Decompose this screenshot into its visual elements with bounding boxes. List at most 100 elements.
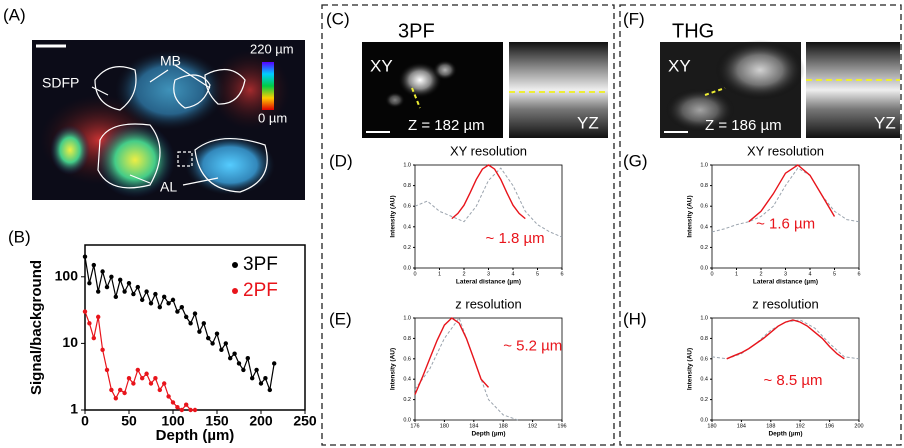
data-point xyxy=(166,394,171,399)
data-point xyxy=(144,289,149,294)
data-point xyxy=(267,387,272,393)
yz-image xyxy=(806,42,900,138)
x-tick-label: 6 xyxy=(560,271,563,277)
data-point xyxy=(87,281,92,286)
data-point xyxy=(96,314,101,320)
series-line xyxy=(414,167,563,238)
data-point xyxy=(223,341,228,346)
y-axis-label: Intensity (AU) xyxy=(687,195,694,237)
x-tick-label: 100 xyxy=(161,413,185,429)
x-tick-label: 188 xyxy=(499,423,508,429)
y-tick-label: 1 xyxy=(70,401,78,417)
y-tick-label: 0.2 xyxy=(403,245,411,251)
series-line xyxy=(726,319,845,360)
y-tick-label: 1.0 xyxy=(403,162,411,168)
y-tick-label: 0.4 xyxy=(403,377,411,383)
y-tick-label: 10 xyxy=(62,334,78,350)
data-point xyxy=(153,376,158,381)
x-tick-label: 184 xyxy=(469,423,478,429)
y-axis-label: Intensity (AU) xyxy=(687,348,694,390)
legend-marker xyxy=(232,262,238,268)
x-tick-label: 0 xyxy=(710,271,713,277)
data-point xyxy=(192,311,198,316)
data-point xyxy=(272,361,277,366)
data-point xyxy=(258,381,264,386)
data-point xyxy=(131,381,136,386)
y-tick-label: 0.4 xyxy=(700,377,708,383)
x-tick-label: 0 xyxy=(81,413,89,429)
data-point xyxy=(135,367,140,373)
data-point xyxy=(184,314,189,320)
data-point xyxy=(157,304,162,310)
plot-frame xyxy=(711,317,860,421)
data-point xyxy=(113,396,119,401)
data-point xyxy=(153,291,158,297)
annotation: ~ 1.6 µm xyxy=(756,216,815,233)
data-point xyxy=(131,291,136,297)
x-tick-label: 3 xyxy=(487,271,490,277)
y-tick-label: 0.4 xyxy=(700,224,708,230)
panel-title: 3PF xyxy=(398,20,435,42)
x-tick-label: 200 xyxy=(249,413,273,429)
x-tick-label: 192 xyxy=(528,423,537,429)
x-tick-label: 180 xyxy=(440,423,449,429)
region-label: SDFP xyxy=(42,75,79,91)
x-tick-label: 176 xyxy=(410,423,419,429)
depth-label: Z = 186 µm xyxy=(705,117,782,134)
depth-label: Z = 182 µm xyxy=(408,117,485,134)
series-line xyxy=(748,164,836,223)
plot-frame xyxy=(414,317,563,421)
xy-image xyxy=(660,40,805,138)
data-point xyxy=(170,400,176,405)
data-point xyxy=(250,376,255,381)
x-tick-label: 5 xyxy=(536,271,539,277)
data-point xyxy=(118,277,123,283)
colorbar-max: 220 µm xyxy=(250,41,294,56)
data-point xyxy=(188,407,193,413)
panel-label: (H) xyxy=(623,309,647,328)
x-tick-label: 250 xyxy=(293,413,317,429)
brain-image xyxy=(32,40,305,200)
x-tick-label: 1 xyxy=(438,271,441,277)
y-tick-label: 0.0 xyxy=(403,265,411,271)
x-tick-label: 0 xyxy=(413,271,416,277)
x-tick-label: 3 xyxy=(784,271,787,277)
data-point xyxy=(170,297,176,303)
data-point xyxy=(135,284,140,290)
x-tick-label: 196 xyxy=(825,423,834,429)
data-point xyxy=(118,387,123,393)
data-point xyxy=(184,402,189,407)
legend-marker xyxy=(232,288,238,294)
annotation: ~ 5.2 µm xyxy=(503,338,562,355)
data-point xyxy=(140,376,145,381)
panel-label: (D) xyxy=(329,151,353,170)
data-point xyxy=(96,289,101,294)
data-point xyxy=(100,347,105,353)
data-point xyxy=(144,371,149,376)
y-tick-label: 0.4 xyxy=(403,224,411,230)
data-point xyxy=(157,387,162,393)
legend-label: 3PF xyxy=(243,254,278,275)
y-tick-label: 1.0 xyxy=(403,315,411,321)
y-tick-label: 100 xyxy=(55,267,79,283)
data-point xyxy=(210,341,215,346)
data-point xyxy=(126,281,132,286)
data-point xyxy=(206,335,211,341)
y-tick-label: 0.2 xyxy=(700,245,708,251)
series-line xyxy=(84,311,195,411)
data-point xyxy=(122,390,127,396)
yz-image xyxy=(509,42,608,138)
data-point xyxy=(91,335,97,341)
data-point xyxy=(140,297,145,303)
panel-label: (A) xyxy=(3,5,26,24)
data-point xyxy=(148,301,154,306)
data-point xyxy=(100,269,105,274)
data-point xyxy=(109,274,114,279)
x-tick-label: 150 xyxy=(205,413,229,429)
y-tick-label: 0.2 xyxy=(700,397,708,403)
panel-frame xyxy=(321,4,615,446)
region-label: AL xyxy=(160,179,177,195)
y-tick-label: 0.8 xyxy=(403,336,411,342)
y-tick-label: 0.8 xyxy=(700,336,708,342)
x-tick-label: 2 xyxy=(462,271,465,277)
